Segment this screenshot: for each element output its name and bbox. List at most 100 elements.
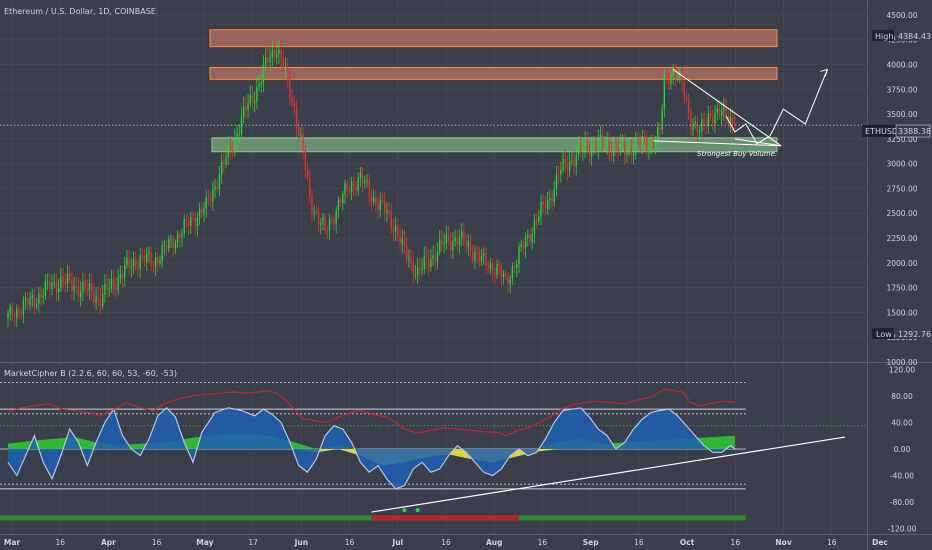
candle-body <box>447 234 450 242</box>
candle-body <box>595 146 597 151</box>
candle-body <box>126 258 128 266</box>
time-tick-label: Jun <box>294 538 308 547</box>
candle-body <box>293 103 296 109</box>
candle-body <box>408 258 410 260</box>
candle-body <box>500 266 503 277</box>
pennant-lower-line <box>653 140 782 147</box>
candle-body <box>606 141 608 146</box>
candle-body <box>346 183 348 191</box>
candle-body <box>128 258 130 268</box>
candle-body <box>731 117 734 124</box>
candle-body <box>439 239 441 253</box>
candle-body <box>562 158 564 171</box>
candle-body <box>516 263 518 268</box>
candle-body <box>458 237 461 245</box>
candle-body <box>216 186 218 189</box>
candle-body <box>698 131 701 133</box>
candle-body <box>99 297 102 307</box>
candle-body <box>511 266 514 279</box>
candle-body <box>183 218 185 233</box>
candle-body <box>646 137 648 150</box>
candle-body <box>507 275 509 284</box>
price-tick-label: 1750.00 <box>886 284 917 293</box>
high-badge: High 4384.43 <box>872 30 931 41</box>
candle-body <box>60 276 62 288</box>
candle-body <box>73 286 75 292</box>
candle-body <box>463 231 465 243</box>
indicator-pane[interactable] <box>0 382 867 521</box>
candle-body <box>154 257 157 267</box>
candle-body <box>42 295 44 298</box>
candle-body <box>348 190 351 192</box>
candle-body <box>295 108 298 128</box>
candle-body <box>386 210 388 213</box>
time-tick-label: 16 <box>731 538 741 547</box>
candle-body <box>256 86 258 102</box>
candle-body <box>381 200 384 202</box>
candle-body <box>630 147 633 155</box>
candle-body <box>278 49 280 55</box>
candle-body <box>392 228 395 232</box>
candle-body <box>62 276 64 283</box>
candle-body <box>291 97 293 104</box>
candle-body <box>524 238 527 249</box>
candle-body <box>575 154 577 166</box>
time-tick-label: 17 <box>248 538 258 547</box>
candle-body <box>672 66 674 76</box>
candle-body <box>505 273 507 276</box>
resistance-zone <box>209 29 778 48</box>
candle-body <box>542 201 544 204</box>
candle-body <box>223 161 225 165</box>
candle-body <box>586 141 588 151</box>
candle-body <box>333 219 335 224</box>
candle-body <box>306 169 309 177</box>
candle-body <box>725 106 727 117</box>
candle-body <box>643 136 646 138</box>
candle-body <box>141 254 144 256</box>
candle-body <box>137 266 139 269</box>
wave-trend-area <box>8 407 735 489</box>
candle-body <box>632 153 635 155</box>
time-tick-label: Sep <box>583 538 599 547</box>
candle-body <box>91 283 93 293</box>
rsi-line <box>7 388 735 437</box>
candle-body <box>494 271 496 276</box>
candle-body <box>317 211 320 224</box>
candle-body <box>483 253 485 256</box>
candle-body <box>192 217 194 219</box>
candle-body <box>696 121 699 132</box>
candle-body <box>615 145 617 148</box>
price-pane[interactable] <box>0 29 867 328</box>
indicator-title: MarketCipher B (2.2.6, 60, 60, 53, -60, … <box>4 369 177 378</box>
candle-body <box>273 50 276 58</box>
indicator-tick-label: 0.00 <box>894 445 911 454</box>
candle-body <box>712 117 714 124</box>
time-tick-label: 16 <box>827 538 837 547</box>
price-tick-label: 1500.00 <box>886 308 917 317</box>
indicator-tick-label: 40.00 <box>891 418 913 427</box>
candle-body <box>520 244 522 248</box>
ticker-label: ETHUSD <box>865 127 898 136</box>
price-tick-label: 4000.00 <box>886 60 917 69</box>
candle-body <box>641 136 644 145</box>
candle-body <box>549 198 551 200</box>
candle-body <box>311 196 313 213</box>
candle-body <box>115 285 117 290</box>
ticker-value: 3388.38 <box>898 127 931 136</box>
candle-body <box>326 230 329 232</box>
candle-body <box>577 145 580 155</box>
candle-body <box>148 252 150 254</box>
candle-body <box>555 174 558 190</box>
candle-body <box>423 256 425 269</box>
candle-body <box>117 277 119 290</box>
candle-body <box>190 217 192 226</box>
candle-body <box>637 139 639 141</box>
candle-body <box>557 174 560 176</box>
candle-body <box>68 274 71 281</box>
time-tick-label: 16 <box>345 538 355 547</box>
annotation-pointer <box>734 138 782 147</box>
high-label: High <box>875 32 893 41</box>
candle-body <box>531 233 533 242</box>
candle-body <box>328 218 331 231</box>
candle-body <box>394 225 397 232</box>
